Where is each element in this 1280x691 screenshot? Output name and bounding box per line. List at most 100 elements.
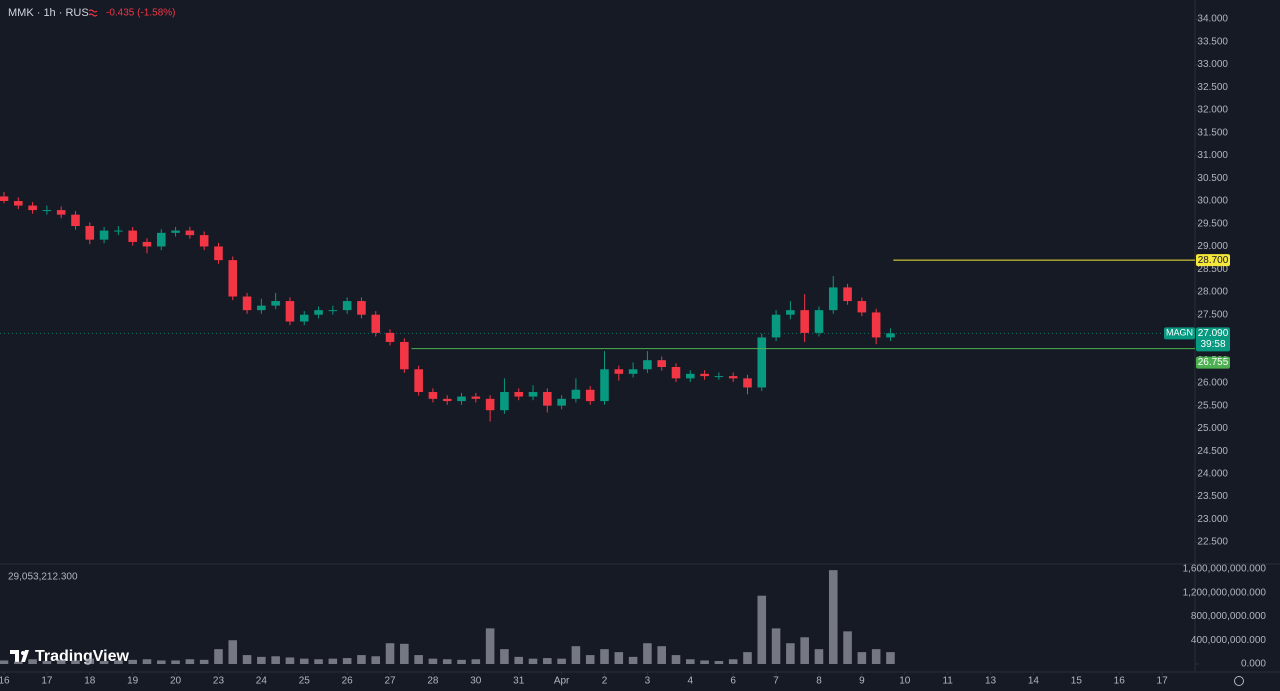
x-tick-label: 16 <box>0 676 10 687</box>
x-tick-label: 25 <box>299 676 311 687</box>
volume-bar <box>771 628 781 665</box>
candle-body <box>757 337 767 388</box>
candle-body <box>328 310 338 312</box>
current-price-label: 27.090 <box>1198 328 1229 339</box>
candle-body <box>543 392 552 406</box>
volume-bar <box>14 661 23 665</box>
volume-bar <box>500 649 509 665</box>
volume-bar <box>843 631 852 665</box>
y-tick-label: 24.000 <box>1197 469 1228 480</box>
candle-body <box>871 312 881 338</box>
volume-bar <box>400 643 409 665</box>
approx-icon <box>88 9 98 17</box>
volume-bar <box>571 646 581 665</box>
level-label-box <box>1196 356 1230 369</box>
current-price-box <box>1196 327 1230 352</box>
volume-bar <box>828 570 838 665</box>
volume-bar <box>428 658 438 665</box>
x-tick-label: 4 <box>688 676 694 687</box>
candle-body <box>714 376 724 378</box>
y-tick-label: 24.500 <box>1197 446 1228 457</box>
candle-body <box>0 196 9 202</box>
x-tick-label: 3 <box>645 676 651 687</box>
y-tick-label: 29.500 <box>1197 218 1228 229</box>
volume-bar <box>299 658 309 665</box>
y-tick-label: 28.000 <box>1197 287 1228 298</box>
logo <box>10 650 29 662</box>
x-tick-label: 6 <box>730 676 736 687</box>
x-tick-label: 14 <box>1028 676 1040 687</box>
candle-body <box>828 287 838 311</box>
y-tick-label: 30.500 <box>1197 173 1228 184</box>
volume-bar <box>114 660 123 665</box>
x-tick-label: 13 <box>985 676 997 687</box>
volume-bar <box>28 659 37 665</box>
x-tick-label: 7 <box>773 676 779 687</box>
x-tick-label: 19 <box>127 676 139 687</box>
volume-bar <box>528 658 538 665</box>
x-tick-label: 26 <box>342 676 354 687</box>
volume-bar <box>543 658 552 665</box>
y-tick-label: 28.500 <box>1197 264 1228 275</box>
candle-body <box>671 366 681 379</box>
candle-body <box>342 301 352 311</box>
y-tick-label: 29.000 <box>1197 241 1228 252</box>
x-tick-label: 31 <box>513 676 525 687</box>
volume-bar <box>643 643 652 665</box>
volume-bar <box>857 652 867 665</box>
candle-body <box>42 210 52 212</box>
candle-body <box>28 205 37 211</box>
candle-body <box>56 210 66 215</box>
candle-body <box>228 260 238 297</box>
x-tick-label: 23 <box>213 676 225 687</box>
y-tick-label: 27.500 <box>1197 309 1228 320</box>
volume-bar <box>800 637 809 665</box>
candle-body <box>786 310 795 315</box>
y-tick-label: 32.500 <box>1197 82 1228 93</box>
volume-bar <box>342 658 352 665</box>
volume-bar <box>557 658 566 665</box>
x-tick-label: 11 <box>942 676 953 687</box>
candle-body <box>71 214 80 227</box>
candle-body <box>657 360 666 367</box>
candle-body <box>843 287 852 302</box>
volume-bar <box>199 659 209 665</box>
volume-bar <box>585 655 595 665</box>
volume-bar <box>285 657 295 665</box>
candle-body <box>557 398 566 406</box>
x-tick-label: 20 <box>170 676 182 687</box>
y2-tick-label: 800,000,000.000 <box>1191 611 1267 622</box>
price-change: -0.435 (-1.58%) <box>106 8 175 19</box>
x-tick-label: 9 <box>859 676 865 687</box>
x-tick-label: 27 <box>384 676 396 687</box>
volume-bar <box>242 655 252 665</box>
y-tick-label: 23.500 <box>1197 491 1228 502</box>
x-tick-label: 24 <box>256 676 268 687</box>
countdown: 39:58 <box>1200 339 1225 350</box>
volume-bar <box>628 656 638 665</box>
volume-bar <box>85 658 95 665</box>
settings-icon[interactable] <box>1234 676 1244 686</box>
current-symbol: MAGN <box>1166 328 1193 338</box>
candle-body <box>471 396 481 399</box>
y-tick-label: 25.500 <box>1197 400 1228 411</box>
candle-body <box>428 392 438 399</box>
volume-bar <box>442 659 452 665</box>
x-tick-label: Apr <box>554 676 570 687</box>
volume-bar <box>185 659 195 665</box>
volume-bar <box>657 646 666 665</box>
y-tick-label: 23.000 <box>1197 514 1228 525</box>
candle-body <box>442 398 452 402</box>
y2-tick-label: 1,200,000,000.000 <box>1183 587 1267 598</box>
volume-bar <box>171 660 180 665</box>
candle-body <box>185 230 195 236</box>
candle-body <box>585 389 595 402</box>
volume-bar <box>214 649 223 665</box>
candle-body <box>314 310 323 315</box>
candle-body <box>771 314 781 338</box>
candle-body <box>271 301 280 306</box>
volume-bar <box>871 649 881 665</box>
candle-body <box>700 373 709 377</box>
candle-body <box>257 305 266 311</box>
